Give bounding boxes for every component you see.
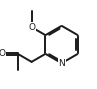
Text: N: N xyxy=(58,59,65,68)
Text: O: O xyxy=(28,23,35,32)
Text: O: O xyxy=(0,49,5,58)
